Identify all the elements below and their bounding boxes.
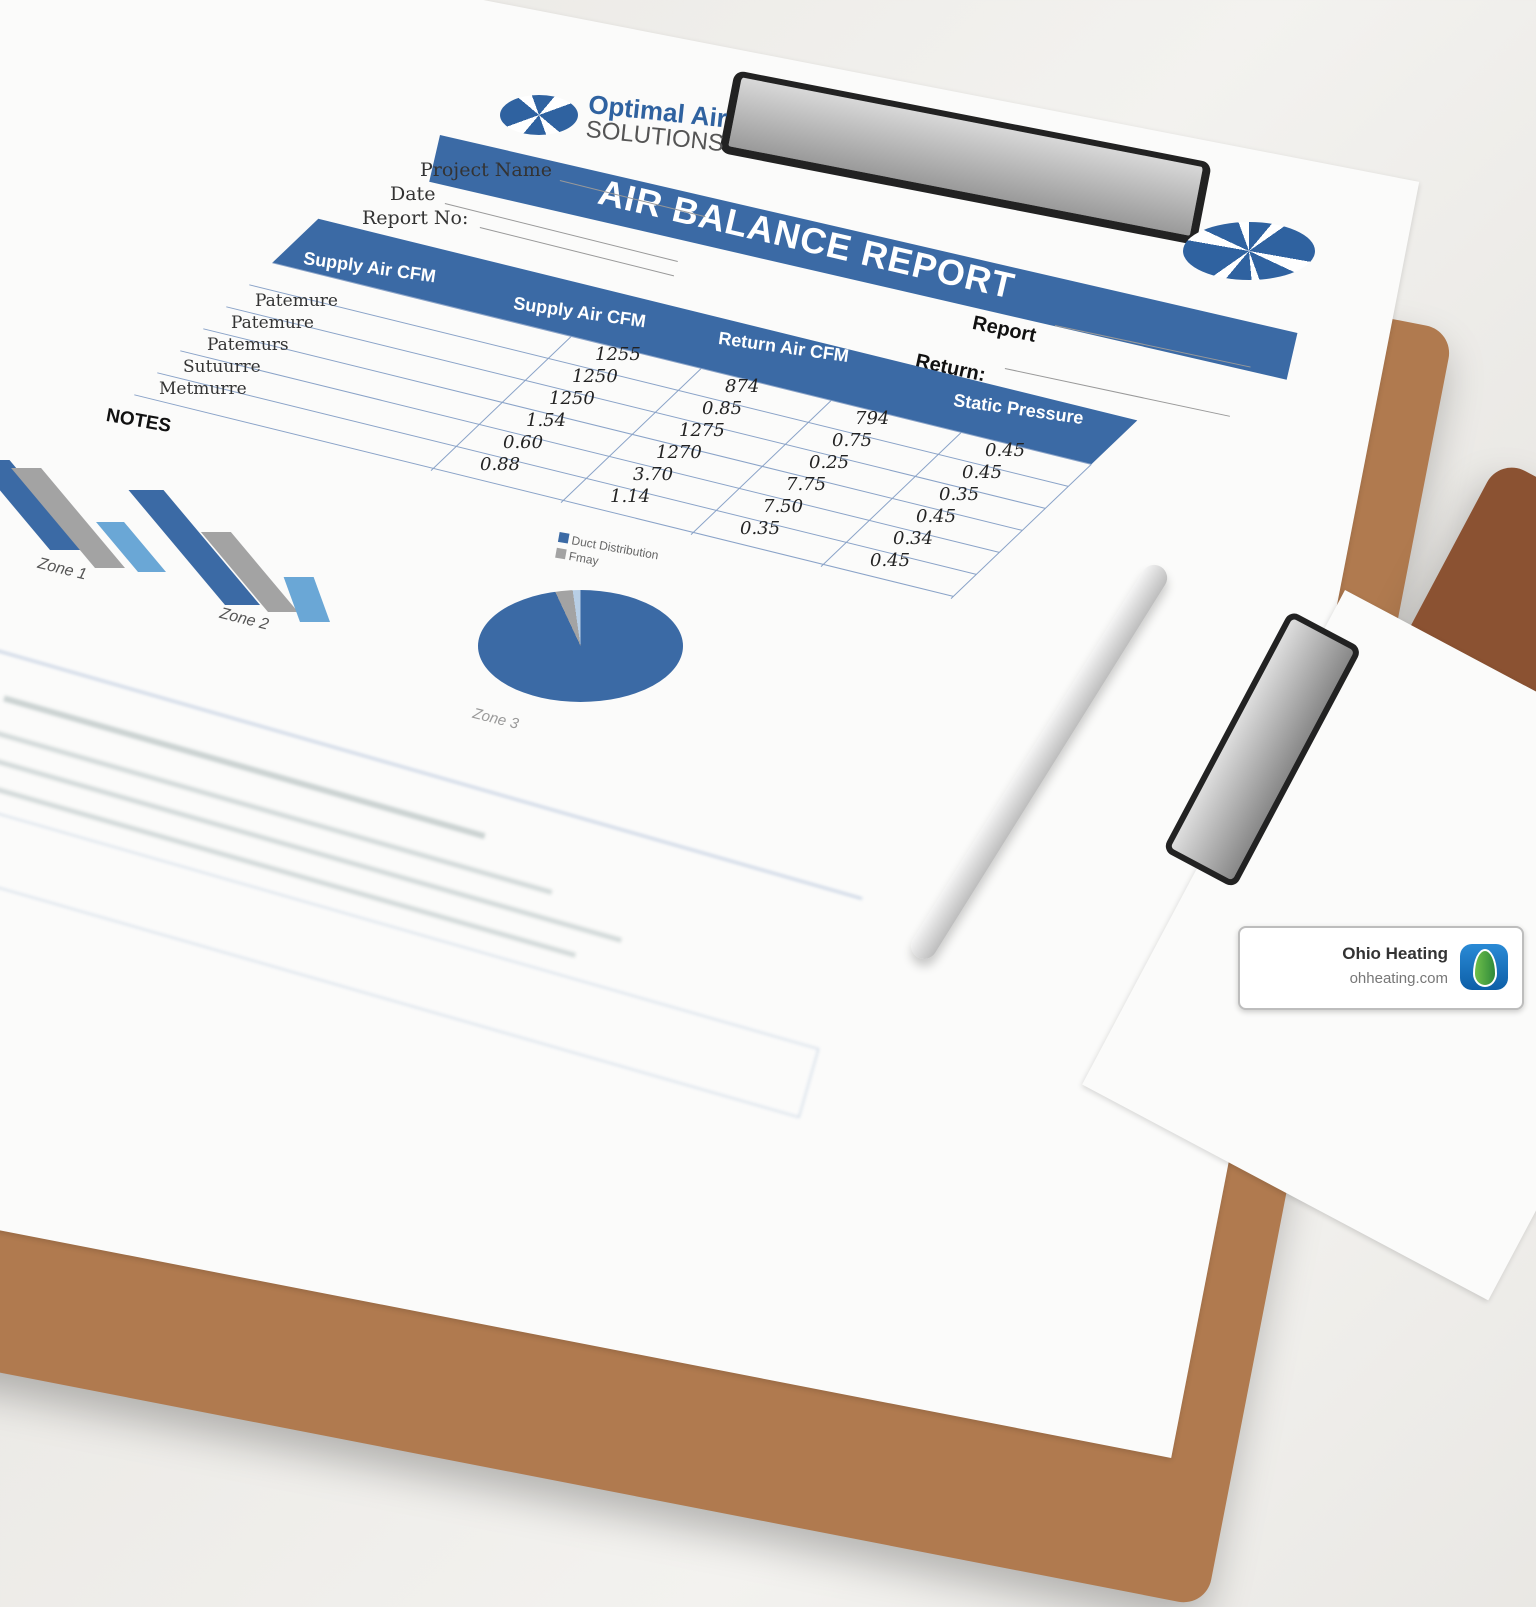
logo-fan-icon [500,95,578,135]
legend-swatch-1 [557,531,570,544]
bar-zone2-light [283,577,330,622]
field-project-name: Project Name [420,159,552,181]
field-report-no: Report No: [362,207,469,229]
bar-chart-zone-2 [128,490,420,630]
brand-url: ohheating.com [1349,970,1448,987]
legend-swatch-2 [555,547,567,560]
fan-logo-icon [1183,222,1315,280]
pie-chart [478,590,683,702]
field-date: Date [390,183,436,205]
brand-badge[interactable]: Ohio Heating ohheating.com [1238,926,1524,1010]
brand-name: Ohio Heating [1342,944,1448,963]
leaf-icon [1460,944,1508,990]
